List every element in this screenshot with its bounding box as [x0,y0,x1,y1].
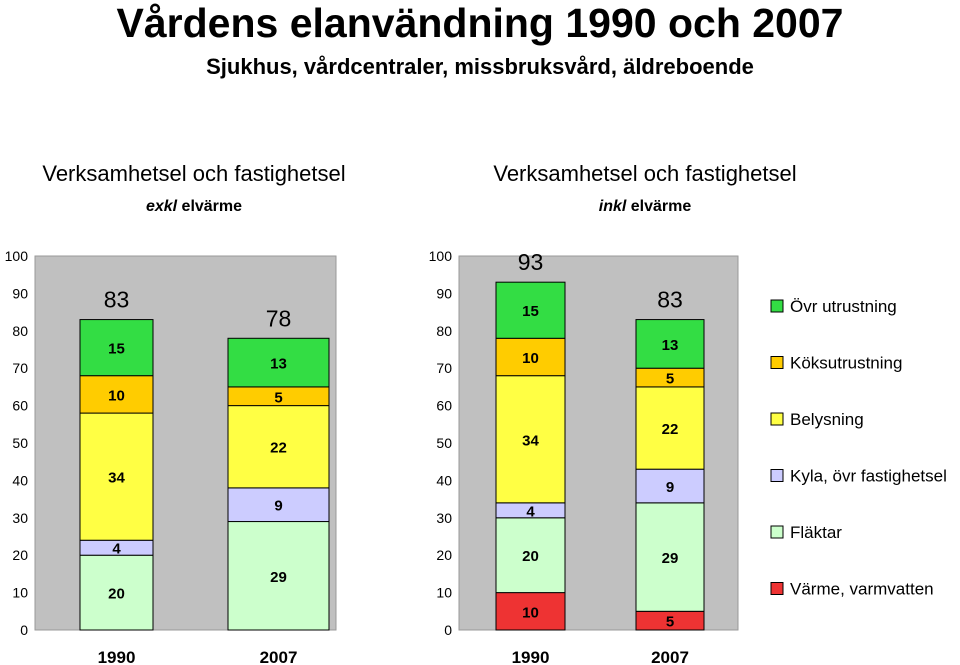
y-tick-label: 10 [436,585,452,601]
total-label: 83 [657,287,683,313]
data-label: 22 [662,421,679,438]
data-label: 34 [108,470,125,487]
page-subtitle: Sjukhus, vårdcentraler, missbruksvård, ä… [206,54,754,79]
legend-label-varme-varmvatten: Värme, varmvatten [790,580,934,599]
y-tick-label: 100 [5,248,29,264]
bar-segment-koksutrustning [79,375,154,414]
y-tick-label: 0 [444,622,452,638]
chart-1-subtitle-emphasis: exkl [145,198,178,215]
y-tick-label: 60 [436,398,452,414]
data-label: 20 [108,586,125,603]
legend-label-ovr-utrustning: Övr utrustning [790,297,897,316]
y-tick-label: 20 [12,547,28,563]
y-tick-label: 100 [429,248,453,264]
data-label: 10 [522,604,539,621]
data-label: 22 [270,440,287,457]
y-tick-label: 60 [12,398,28,414]
bar-segment-flaktar [635,502,705,612]
legend-swatch-ovr-utrustning [770,299,784,313]
data-label: 10 [108,387,125,404]
legend-swatch-koksutrustning [770,356,784,369]
bar-segment-flaktar [227,521,330,631]
bar-segment-ovr-utrustning [227,337,330,388]
legend-label-kyla-ovr-fastighetsel: Kyla, övr fastighetsel [790,467,947,486]
bar-segment-belysning [79,412,154,541]
chart-1-title: Verksamhetsel och fastighetsel [42,161,346,186]
total-label: 78 [266,305,292,331]
data-label: 15 [522,303,539,320]
y-tick-label: 50 [436,435,452,451]
y-tick-label: 10 [12,585,28,601]
total-label: 93 [518,249,544,275]
data-label: 10 [522,350,539,367]
chart-2-subtitle-emphasis: inkl [598,198,627,215]
data-label: 9 [666,479,674,496]
data-label: 9 [274,498,282,515]
y-tick-label: 50 [12,435,28,451]
bar-segment-flaktar [495,517,566,594]
y-tick-label: 40 [436,472,452,488]
y-tick-label: 70 [436,360,452,376]
bar-segment-kyla-ovr-fastighetsel [227,487,330,523]
data-label: 5 [274,389,282,406]
data-label: 5 [666,614,674,631]
legend-label-belysning: Belysning [790,410,864,429]
legend-swatch-varme-varmvatten [770,582,784,595]
legend-label-koksutrustning: Köksutrustning [790,354,902,373]
x-tick-label: 2007 [651,648,689,665]
x-tick-label: 1990 [512,648,550,665]
data-label: 4 [112,541,121,558]
data-label: 29 [662,550,679,567]
y-tick-label: 0 [20,622,28,638]
x-tick-label: 2007 [260,648,298,665]
data-label: 29 [270,569,287,586]
legend-label-flaktar: Fläktar [790,523,842,542]
y-tick-label: 90 [12,285,28,301]
page-title: Vårdens elanvändning 1990 och 2007 [116,0,844,46]
bar-segment-varme-varmvatten [495,592,566,631]
bar-segment-koksutrustning [495,337,566,377]
data-label: 5 [666,371,674,388]
y-tick-label: 30 [12,510,28,526]
y-tick-label: 80 [436,323,452,339]
total-label: 83 [104,287,130,313]
y-tick-label: 20 [436,547,452,563]
bar-segment-ovr-utrustning [635,319,705,369]
data-label: 13 [662,337,679,354]
x-tick-label: 1990 [98,648,136,665]
data-label: 34 [522,432,539,449]
data-label: 13 [270,356,287,373]
bar-segment-ovr-utrustning [495,281,566,339]
bar-segment-belysning [635,386,705,470]
bar-segment-kyla-ovr-fastighetsel [635,468,705,504]
legend-swatch-flaktar [770,525,784,539]
legend-swatch-kyla-ovr-fastighetsel [770,469,784,482]
y-tick-label: 90 [436,285,452,301]
y-tick-label: 30 [436,510,452,526]
data-label: 20 [522,548,539,565]
data-label: 15 [108,341,125,358]
bar-segment-belysning [227,405,330,489]
bar-segment-flaktar [79,554,154,631]
legend-swatch-belysning [770,412,784,426]
chart-2-subtitle: inkl elvärme [425,198,865,216]
y-tick-label: 70 [12,360,28,376]
y-tick-label: 40 [12,472,28,488]
chart-2-title: Verksamhetsel och fastighetsel [493,161,797,186]
y-tick-label: 80 [12,323,28,339]
chart-2-subtitle-rest: elvärme [626,198,692,215]
bar-segment-ovr-utrustning [79,319,154,377]
chart-1-subtitle: exkl elvärme [0,198,414,216]
data-label: 4 [526,503,535,520]
chart-1-subtitle-rest: elvärme [177,198,243,215]
